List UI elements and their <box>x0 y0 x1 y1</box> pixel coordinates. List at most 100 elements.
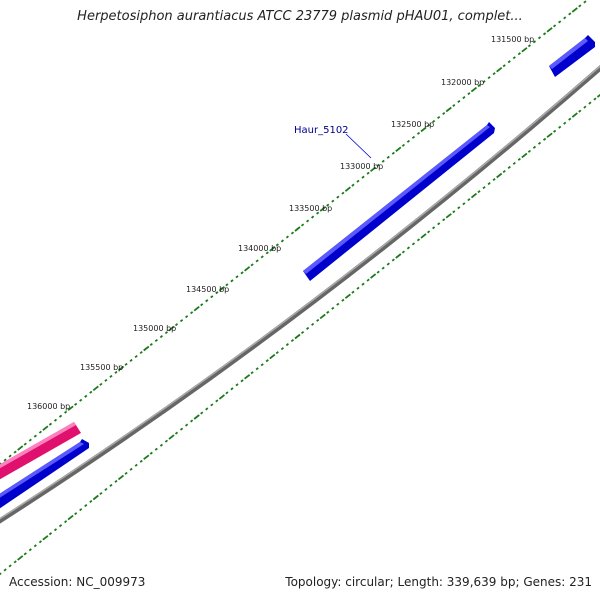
inner-tick-mark <box>336 302 340 306</box>
gene-blue-upper[interactable] <box>549 35 595 77</box>
outer-tick-mark <box>174 323 179 327</box>
inner-tick-mark <box>502 169 506 174</box>
inner-tick-mark <box>280 347 284 351</box>
outer-tick-mark <box>38 430 42 434</box>
tick-label: 133000 bp <box>340 162 383 171</box>
inner-tick-mark <box>143 454 150 460</box>
outer-tick-mark <box>139 350 143 355</box>
inner-tick-mark <box>230 387 234 391</box>
outer-tick-mark <box>542 32 547 36</box>
outer-tick-mark <box>311 215 315 219</box>
inner-tick-mark <box>512 161 516 165</box>
inner-tick-mark <box>593 97 597 101</box>
inner-tick-mark <box>492 177 496 182</box>
inner-tick-mark <box>89 499 93 504</box>
inner-tick-mark <box>149 451 153 455</box>
outer-tick-mark <box>361 175 365 179</box>
backbone-strand <box>0 65 600 524</box>
inner-tick-mark <box>391 258 395 262</box>
outer-tick-mark <box>235 275 239 279</box>
inner-tick-mark <box>376 270 380 274</box>
outer-tick-mark <box>250 263 254 267</box>
inner-tick-mark <box>316 318 320 322</box>
inner-tick-mark <box>114 479 118 483</box>
outer-tick-mark <box>104 378 108 382</box>
outer-tick-mark <box>326 203 330 207</box>
inner-tick-mark <box>311 322 315 326</box>
inner-tick-mark <box>159 443 163 447</box>
inner-tick-mark <box>395 253 402 259</box>
inner-tick-mark <box>58 524 63 528</box>
outer-tick-mark <box>344 186 351 192</box>
inner-tick-mark <box>300 330 305 335</box>
outer-tick-mark <box>381 159 385 163</box>
outer-tick-mark <box>351 183 355 187</box>
inner-tick-mark <box>28 548 32 552</box>
outer-tick-mark <box>563 16 567 20</box>
inner-tick-mark <box>269 353 276 360</box>
outer-tick-mark <box>269 246 276 252</box>
inner-tick-mark <box>38 540 42 544</box>
outer-tick-mark <box>527 44 531 48</box>
outer-tick-mark <box>168 325 175 332</box>
outer-tick-mark <box>477 84 481 88</box>
inner-tick-mark <box>401 250 405 254</box>
inner-tick-mark <box>432 226 436 230</box>
inner-tick-mark <box>79 508 83 512</box>
inner-tick-mark <box>583 105 587 109</box>
gene-label-haur-5102: Haur_5102 <box>294 125 349 136</box>
outer-tick-mark <box>185 315 189 319</box>
inner-tick-mark <box>255 367 259 371</box>
inner-tick-mark <box>294 333 301 340</box>
inner-tick-mark <box>129 467 133 471</box>
outer-tick-mark <box>79 398 83 402</box>
inner-tick-mark <box>558 125 562 129</box>
outer-tick-mark <box>154 338 158 343</box>
outer-tick-mark <box>411 135 416 139</box>
inner-tick-mark <box>53 528 58 532</box>
outer-tick-mark <box>99 382 103 386</box>
gene-label-connector <box>345 133 372 159</box>
inner-tick-mark <box>553 129 557 133</box>
inner-tick-mark <box>546 132 553 138</box>
inner-tick-mark <box>67 514 74 521</box>
inner-tick-mark <box>275 351 279 355</box>
inner-tick-mark <box>326 310 330 314</box>
outer-tick-mark <box>482 80 486 84</box>
inner-tick-mark <box>386 262 390 266</box>
tick-label: 136000 bp <box>27 402 70 411</box>
inner-tick-mark <box>210 403 214 407</box>
inner-tick-mark <box>445 213 452 219</box>
outer-tick-mark <box>442 111 446 116</box>
outer-tick-mark <box>0 462 2 466</box>
inner-tick-mark <box>487 182 491 186</box>
gene-blue-lower[interactable] <box>0 439 89 515</box>
outer-tick-mark <box>395 146 402 153</box>
gene-haur-5102[interactable] <box>303 122 495 281</box>
inner-tick-mark <box>134 463 138 467</box>
inner-tick-mark <box>285 343 289 347</box>
outer-tick-mark <box>200 303 204 307</box>
outer-tick-mark <box>432 119 436 123</box>
outer-tick-mark <box>401 143 405 147</box>
outer-tick-mark <box>416 131 421 135</box>
outer-tick-mark <box>129 358 133 362</box>
inner-tick-mark <box>174 431 179 435</box>
outer-tick-mark <box>356 179 360 183</box>
outer-tick-mark <box>265 251 269 255</box>
outer-tick-mark <box>3 458 7 462</box>
inner-tick-mark <box>427 230 431 234</box>
inner-tick-mark <box>179 427 184 431</box>
outer-tick-mark <box>457 99 461 104</box>
outer-tick-mark <box>124 362 128 366</box>
outer-tick-mark <box>53 418 58 422</box>
outer-tick-mark <box>331 199 335 203</box>
gene-pink[interactable] <box>0 422 81 485</box>
inner-tick-mark <box>462 202 466 206</box>
inner-tick-mark <box>205 407 209 411</box>
inner-tick-mark <box>571 112 578 118</box>
outer-tick-mark <box>341 191 345 195</box>
inner-tick-mark <box>84 504 88 508</box>
outer-tick-ring <box>0 0 587 466</box>
